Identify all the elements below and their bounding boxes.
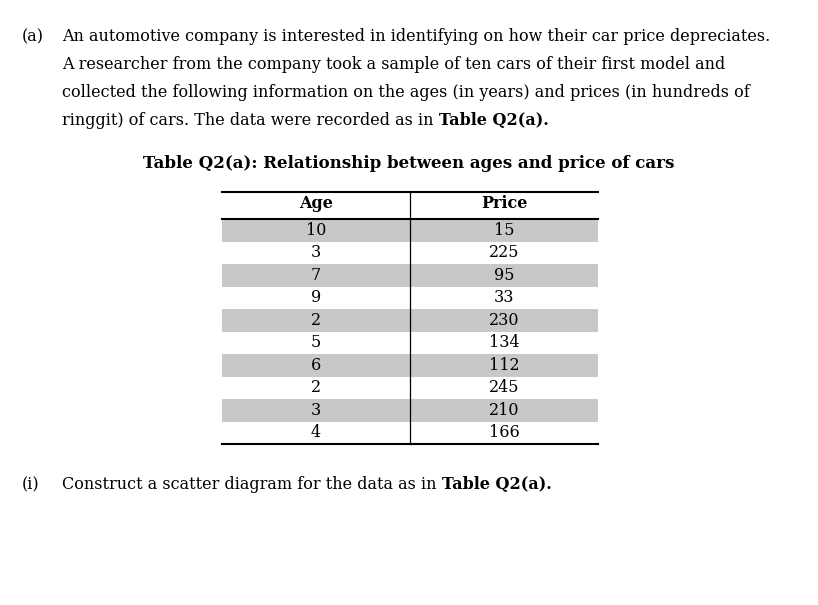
Bar — [222, 332, 598, 354]
Bar — [222, 422, 598, 444]
Text: 166: 166 — [488, 424, 519, 441]
Text: 245: 245 — [488, 379, 519, 396]
Text: (a): (a) — [22, 28, 44, 45]
Text: 15: 15 — [494, 222, 515, 239]
Text: 4: 4 — [311, 424, 321, 441]
Bar — [222, 219, 598, 241]
Text: 3: 3 — [311, 402, 321, 419]
Text: 33: 33 — [494, 289, 515, 306]
Bar — [222, 354, 598, 376]
Text: Table Q2(a): Relationship between ages and price of cars: Table Q2(a): Relationship between ages a… — [143, 155, 675, 172]
Text: A researcher from the company took a sample of ten cars of their first model and: A researcher from the company took a sam… — [62, 56, 726, 73]
Text: 5: 5 — [311, 334, 321, 352]
Text: 2: 2 — [311, 312, 321, 329]
Text: collected the following information on the ages (in years) and prices (in hundre: collected the following information on t… — [62, 84, 750, 101]
Text: 134: 134 — [488, 334, 519, 352]
Text: 112: 112 — [488, 357, 519, 374]
Text: 230: 230 — [488, 312, 519, 329]
Text: Table Q2(a).: Table Q2(a). — [438, 112, 548, 129]
Bar — [222, 287, 598, 309]
Text: An automotive company is interested in identifying on how their car price deprec: An automotive company is interested in i… — [62, 28, 771, 45]
Text: 210: 210 — [488, 402, 519, 419]
Bar — [222, 399, 598, 422]
Text: Table Q2(a).: Table Q2(a). — [442, 476, 551, 493]
Text: Price: Price — [481, 195, 527, 212]
Text: 10: 10 — [306, 222, 326, 239]
Bar — [222, 309, 598, 332]
Text: 2: 2 — [311, 379, 321, 396]
Text: 6: 6 — [311, 357, 321, 374]
Text: 9: 9 — [311, 289, 321, 306]
Bar — [222, 241, 598, 264]
Text: ringgit) of cars. The data were recorded as in: ringgit) of cars. The data were recorded… — [62, 112, 438, 129]
Text: 225: 225 — [488, 244, 519, 261]
Bar — [222, 376, 598, 399]
Text: 95: 95 — [494, 267, 515, 284]
Text: (i): (i) — [22, 476, 39, 493]
Text: Age: Age — [299, 195, 333, 212]
Text: 3: 3 — [311, 244, 321, 261]
Text: 7: 7 — [311, 267, 321, 284]
Text: Construct a scatter diagram for the data as in: Construct a scatter diagram for the data… — [62, 476, 442, 493]
Bar — [222, 264, 598, 287]
